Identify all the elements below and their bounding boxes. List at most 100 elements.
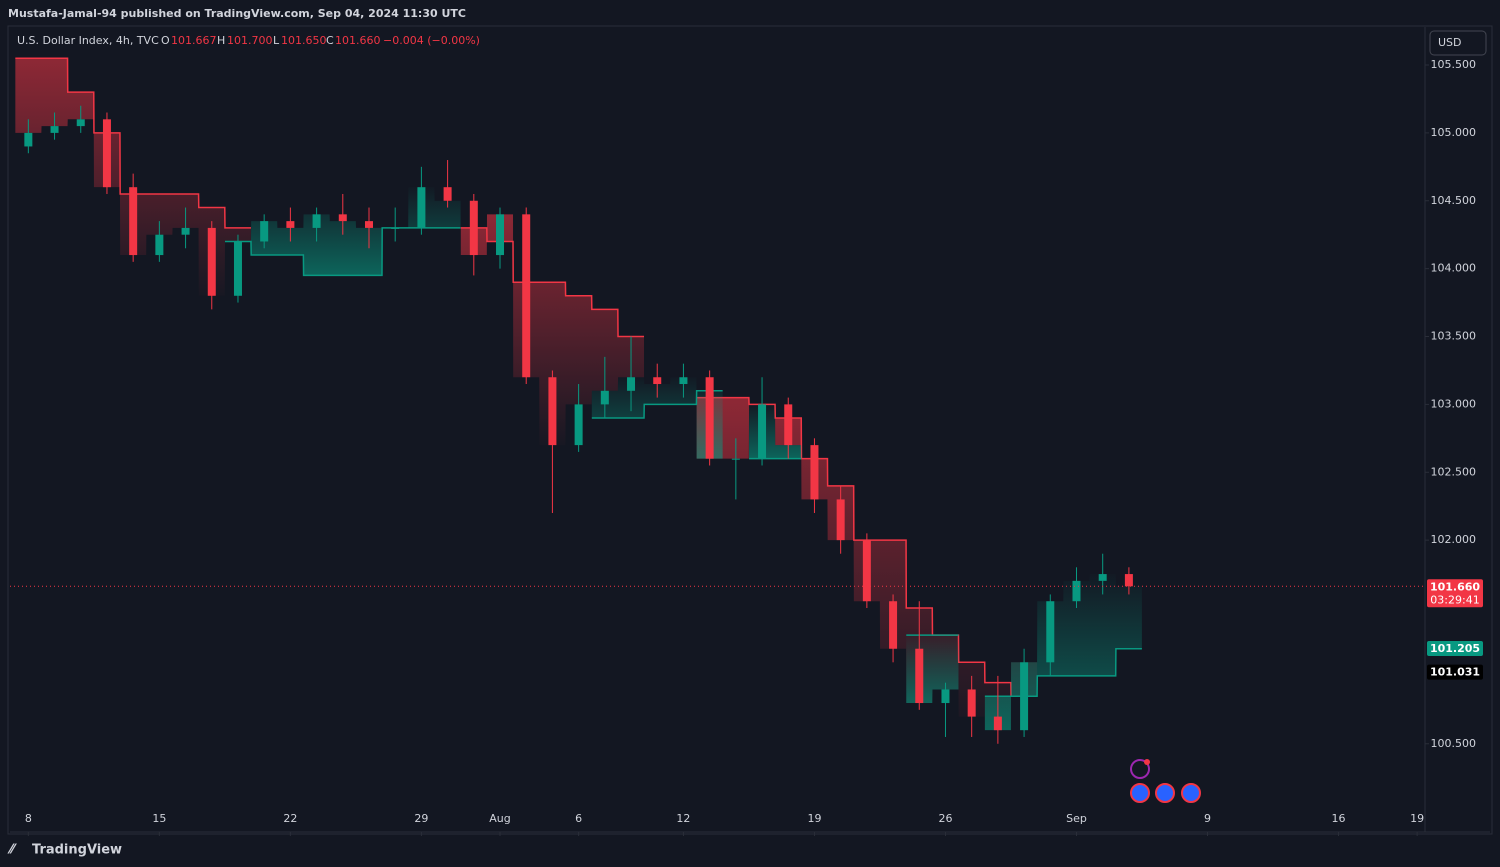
candle-body — [312, 214, 321, 228]
x-tick-label: 16 — [1332, 812, 1346, 825]
lower_band-line — [224, 227, 1142, 697]
candle-body — [836, 499, 845, 541]
price-tag — [1427, 641, 1483, 657]
candle-body — [129, 187, 138, 256]
event-icon[interactable] — [1155, 783, 1175, 803]
candle-body — [391, 227, 400, 229]
legend-value: 101.700 — [227, 34, 273, 47]
y-tick-label: 105.000 — [1431, 126, 1477, 139]
candle-body — [705, 377, 714, 459]
frame — [7, 25, 1493, 835]
y-tick-label: 103.000 — [1431, 397, 1477, 410]
candle-body — [1124, 574, 1133, 587]
candle-body — [1098, 574, 1107, 581]
currency-button[interactable] — [1429, 30, 1487, 56]
x-tick-label: Aug — [489, 812, 510, 825]
candle-body — [810, 445, 819, 500]
candle-body — [967, 689, 976, 717]
legend-key: H — [217, 34, 225, 47]
candle-body — [443, 187, 452, 201]
event-icon[interactable] — [1130, 759, 1150, 779]
event-icon[interactable] — [1181, 783, 1201, 803]
candle-body — [1020, 662, 1029, 731]
x-tick-label: 9 — [1204, 812, 1211, 825]
brand: TradingView — [32, 843, 122, 858]
candle-body — [941, 689, 950, 704]
price-tag-timer: 03:29:41 — [1430, 593, 1479, 606]
y-tick-label: 102.000 — [1431, 533, 1477, 546]
plot-area — [15, 57, 1142, 744]
candle-body — [548, 377, 557, 446]
candle-body — [522, 214, 531, 378]
x-tick-label: 19 — [807, 812, 821, 825]
x-tick-label: 26 — [938, 812, 952, 825]
candle-body — [24, 132, 33, 147]
legend-value: 101.650 — [281, 34, 327, 47]
legend-change: −0.004 (−0.00%) — [383, 34, 480, 47]
price-tag-label: 101.660 — [1430, 580, 1480, 593]
x-tick-label: 12 — [676, 812, 690, 825]
y-tick-label: 104.500 — [1431, 194, 1477, 207]
publisher: Mustafa-Jamal-94 published on TradingVie… — [8, 7, 466, 20]
candle-body — [50, 126, 59, 133]
candle-body — [862, 540, 871, 602]
currency[interactable]: USD — [1438, 36, 1462, 49]
candle-body — [76, 119, 85, 127]
upper_band-area — [15, 58, 251, 296]
price-tag-label: 101.031 — [1430, 666, 1480, 679]
y-tick-label: 104.000 — [1431, 262, 1477, 275]
candle-body — [758, 404, 767, 459]
candle-body — [155, 234, 164, 256]
legend-key: C — [326, 34, 334, 47]
candle-body — [181, 227, 190, 235]
upper_band-area — [460, 214, 645, 446]
candle-body — [496, 214, 505, 256]
y-tick-label: 102.500 — [1431, 465, 1477, 478]
candle-body — [574, 404, 583, 446]
candle-body — [784, 404, 793, 446]
x-tick-label: 22 — [283, 812, 297, 825]
candle-body — [1046, 601, 1055, 663]
event-icons — [1130, 759, 1201, 803]
event-icon[interactable] — [1130, 783, 1150, 803]
price-tag-label: 101.205 — [1430, 642, 1480, 655]
y-tick-label: 100.500 — [1431, 737, 1477, 750]
candle-body — [1072, 580, 1081, 602]
legend-key: L — [273, 34, 280, 47]
lower_band-area — [591, 377, 723, 459]
candle-body — [286, 221, 295, 228]
x-tick-label: 8 — [25, 812, 32, 825]
candle-body — [915, 648, 924, 704]
candle-body — [469, 200, 478, 256]
y-tick-label: 105.500 — [1431, 58, 1477, 71]
x-tick-label: 6 — [575, 812, 582, 825]
lower_band-area — [984, 574, 1142, 731]
candle-body — [600, 390, 609, 405]
legend-key: O — [161, 34, 170, 47]
candle-body — [260, 221, 269, 242]
lower_band-area — [906, 635, 959, 704]
candle-body — [679, 377, 688, 385]
candle-body — [102, 119, 111, 188]
candle-body — [338, 214, 347, 222]
x-tick-label: 15 — [152, 812, 166, 825]
candle-body — [233, 241, 242, 296]
legend-value: 101.660 — [335, 34, 381, 47]
price-tag — [1427, 664, 1483, 680]
candle-body — [889, 601, 898, 649]
candle-body — [653, 377, 662, 385]
x-tick-label: Sep — [1066, 812, 1087, 825]
legend-value: 101.667 — [171, 34, 217, 47]
candle-body — [417, 187, 426, 228]
candle-body — [364, 221, 373, 228]
x-tick-label: 19 — [1410, 812, 1424, 825]
symbol: U.S. Dollar Index, 4h, TVC — [17, 34, 159, 47]
candle-body — [627, 377, 636, 391]
price-tag — [1427, 579, 1483, 608]
candle-body — [207, 227, 216, 296]
candle-body — [993, 716, 1002, 731]
legend: U.S. Dollar Index, 4h, TVC O 101.667 H 1… — [17, 34, 480, 47]
candle-body — [731, 458, 740, 460]
